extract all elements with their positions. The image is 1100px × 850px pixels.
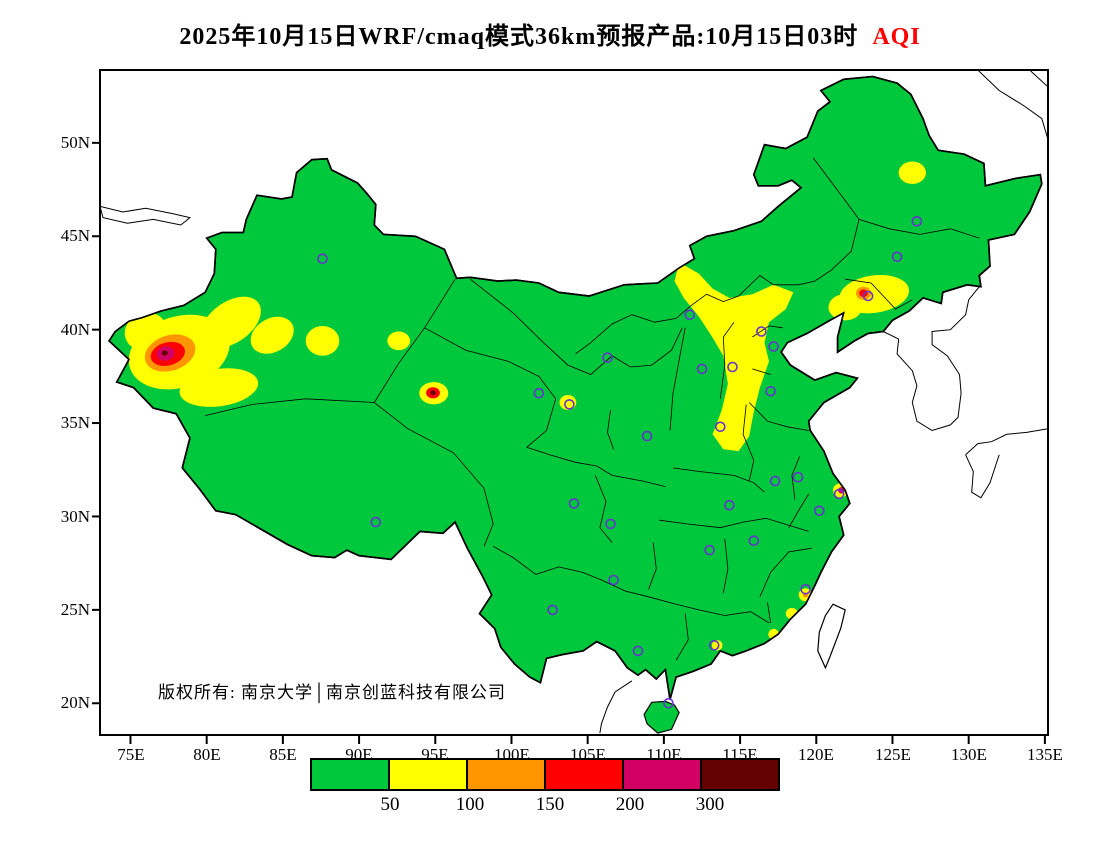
x-axis-label: 80E (193, 745, 221, 764)
colorbar-tick-label: 200 (615, 794, 645, 815)
y-axis-label: 25N (60, 600, 90, 619)
x-axis-label: 135E (1027, 745, 1063, 764)
x-axis-label: 125E (875, 745, 911, 764)
y-axis-label: 35N (60, 413, 90, 432)
x-axis-label: 85E (269, 745, 297, 764)
plot-title: 2025年10月15日WRF/cmaq模式36km预报产品:10月15日03时 A… (0, 16, 1100, 51)
colorbar-cell-green (310, 758, 390, 791)
y-axis-label: 40N (60, 320, 90, 339)
x-axis-label: 120E (798, 745, 834, 764)
colorbar-tick-label: 50 (380, 794, 400, 815)
colorbar (310, 758, 780, 791)
colorbar-cell-red (544, 758, 624, 791)
x-axis-label: 75E (117, 745, 145, 764)
plot-title-text: 2025年10月15日WRF/cmaq模式36km预报产品:10月15日03时 (179, 24, 859, 50)
colorbar-cell-yellow (388, 758, 468, 791)
colorbar-cell-orange (466, 758, 546, 791)
x-axis-label: 130E (951, 745, 987, 764)
y-axis-label: 50N (60, 133, 90, 152)
y-axis-label: 30N (60, 507, 90, 526)
colorbar-cell-maroon (700, 758, 780, 791)
copyright-note: 版权所有: 南京大学│南京创蓝科技有限公司 (158, 683, 507, 702)
colorbar-tick-label: 150 (535, 794, 565, 815)
colorbar-cell-magenta (622, 758, 702, 791)
colorbar-tick-label: 100 (455, 794, 485, 815)
plot-title-variable: AQI (872, 24, 921, 50)
colorbar-tick-label: 300 (695, 794, 725, 815)
y-axis-label: 45N (60, 226, 90, 245)
y-axis-label: 20N (60, 693, 90, 712)
